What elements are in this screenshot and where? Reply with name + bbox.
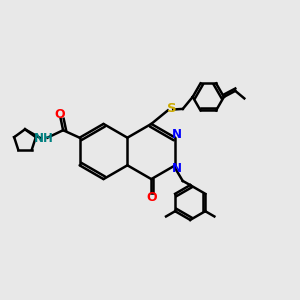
Text: N: N [172,128,182,141]
Text: NH: NH [34,132,54,145]
Text: N: N [172,162,182,175]
Text: S: S [167,102,176,116]
Text: O: O [54,108,64,121]
Text: O: O [146,190,157,204]
